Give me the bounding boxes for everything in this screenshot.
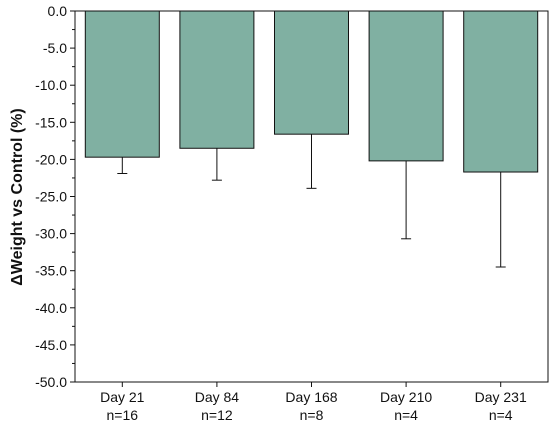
y-ticks-layer: 0.0 -5.0 -10.0 -15.0 -20.0 -25.0 -30.0 -35.0 -40… — [35, 3, 75, 390]
bar — [84, 10, 160, 158]
y-tick-label: 0.0 — [48, 3, 68, 19]
x-category-label: Day 168 — [285, 389, 337, 405]
x-category-sample-size: n=8 — [300, 407, 324, 423]
bar — [179, 10, 255, 149]
y-tick-label: -30.0 — [35, 226, 67, 242]
y-tick-label: -45.0 — [35, 337, 67, 353]
y-tick-label: -40.0 — [35, 300, 67, 316]
error-bars-layer — [117, 134, 506, 268]
x-category-label: Day 21 — [100, 389, 145, 405]
y-axis-title: ΔWeight vs Control (%) — [9, 108, 26, 285]
x-category-sample-size: n=4 — [489, 407, 513, 423]
x-category-sample-size: n=4 — [394, 407, 418, 423]
y-tick-label: -20.0 — [35, 151, 67, 167]
bar — [274, 10, 349, 135]
bar — [368, 10, 444, 162]
x-ticks-layer: Day 21 n=16 Day 84 n=12 Day 168 n=8 Day 210 n=4… — [100, 382, 527, 423]
y-tick-label: -25.0 — [35, 189, 67, 205]
y-tick-label: -50.0 — [35, 374, 67, 390]
y-tick-label: -5.0 — [43, 40, 67, 56]
x-category-sample-size: n=16 — [107, 407, 139, 423]
y-tick-label: -15.0 — [35, 114, 67, 130]
y-tick-label: -10.0 — [35, 77, 67, 93]
x-category-sample-size: n=12 — [201, 407, 233, 423]
x-category-label: Day 231 — [475, 389, 527, 405]
bar — [463, 10, 539, 173]
x-category-label: Day 84 — [195, 389, 240, 405]
y-tick-label: -35.0 — [35, 263, 67, 279]
x-category-label: Day 210 — [380, 389, 432, 405]
